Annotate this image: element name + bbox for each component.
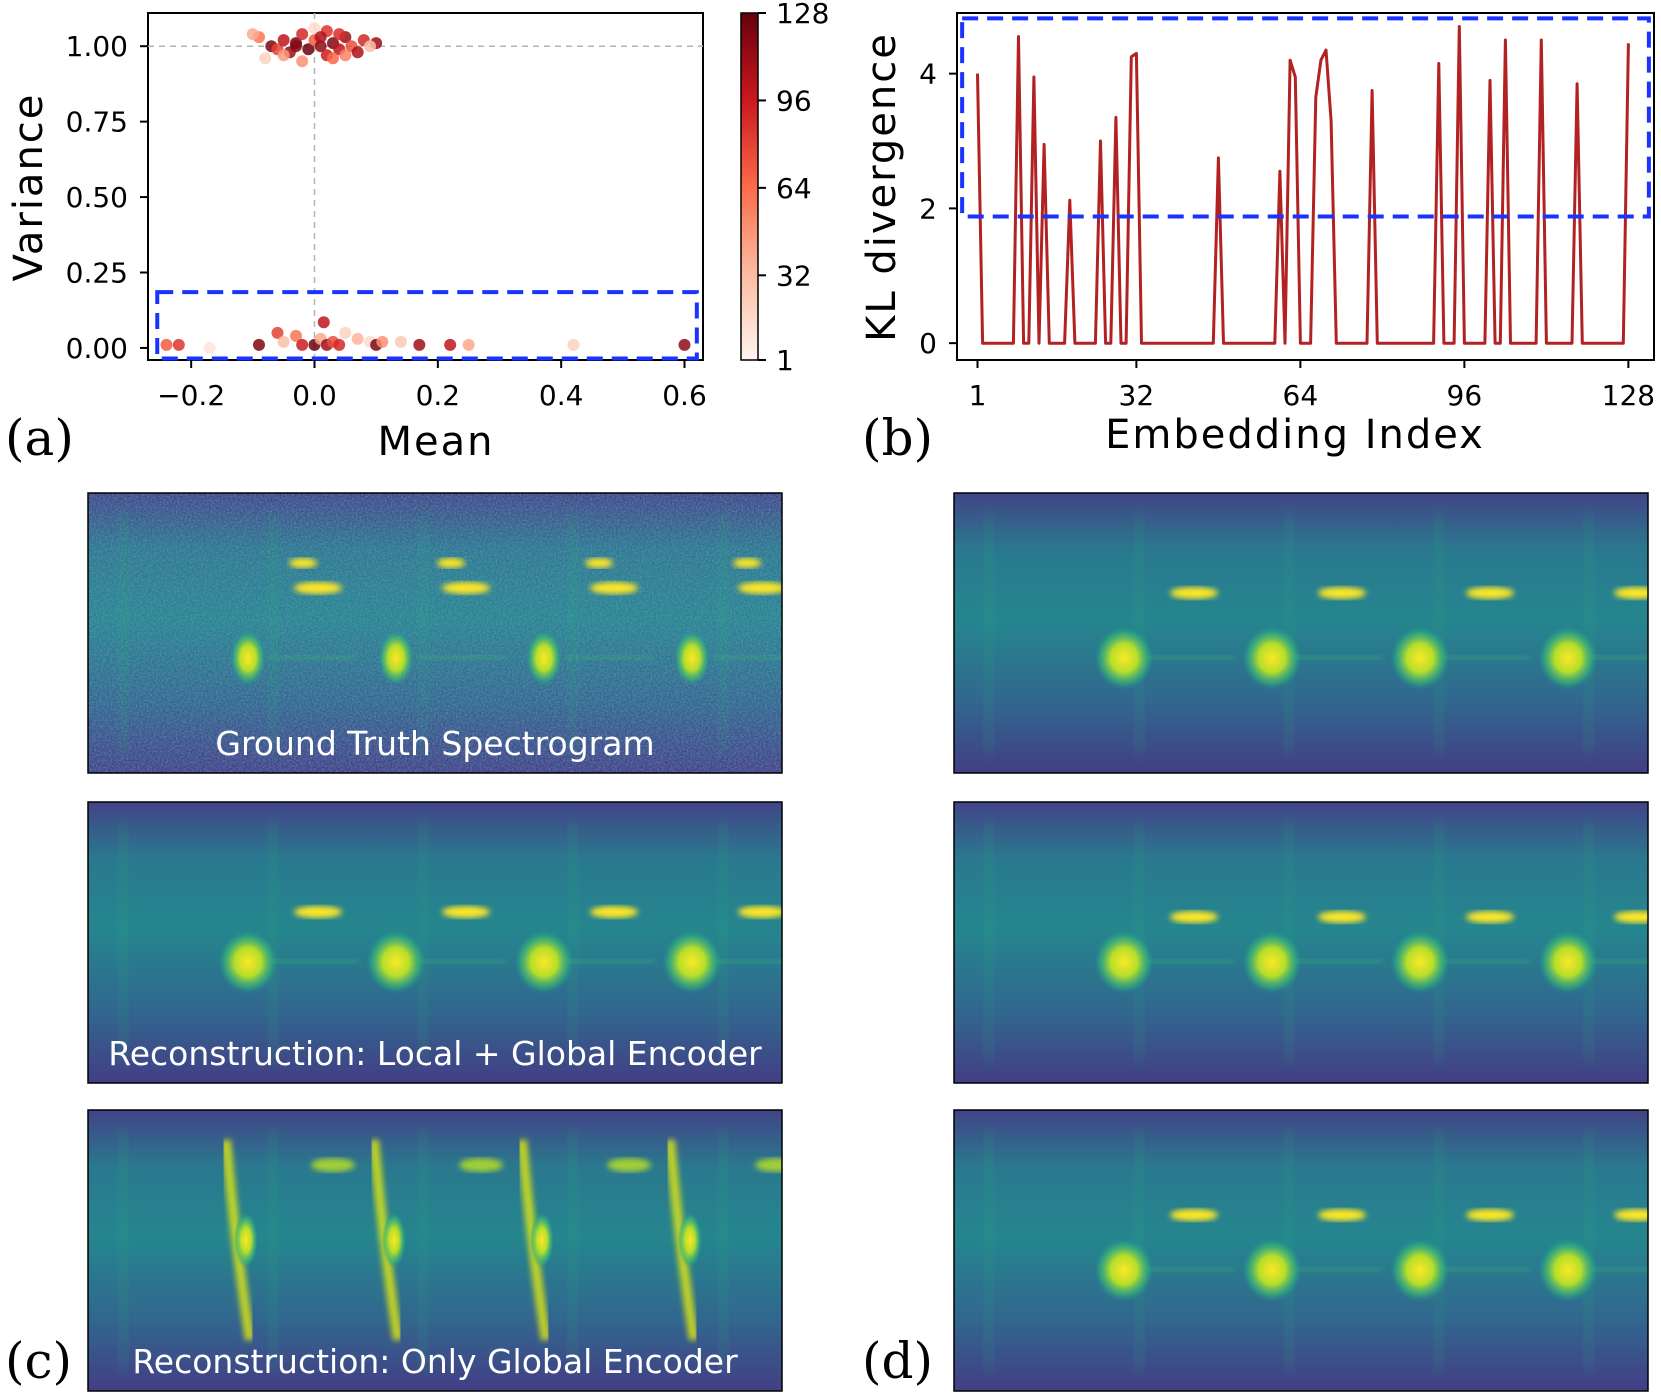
panel-b-highlight-box [960, 16, 1651, 219]
scatter-point [277, 49, 290, 62]
spectrogram-frame [953, 801, 1649, 1084]
panel-a-highlight-box [155, 290, 699, 361]
x-tick-label: 0.4 [539, 379, 584, 412]
panel-b-ylabel: KL divergence [859, 32, 905, 342]
spectrogram-caption: Reconstruction: Local + Global Encoder [108, 1034, 762, 1073]
scatter-point [394, 335, 407, 348]
panel-b-y-ticks: 0 2 4 [919, 58, 957, 360]
colorbar-ticks: 1 32 64 96 128 [758, 0, 829, 377]
scatter-point [271, 326, 284, 339]
x-tick-label: 0.0 [292, 379, 337, 412]
scatter-point [314, 31, 327, 44]
scatter-point [302, 43, 315, 56]
colorbar-tick-label: 1 [776, 344, 794, 377]
panel-a-xlabel: Mean [378, 419, 495, 465]
scatter-point [678, 338, 691, 351]
panel-b-line: 1 32 64 96 128 0 2 4 Embedding Index KL diverg… [859, 12, 1655, 467]
colorbar-tick-label: 32 [776, 259, 812, 292]
scatter-point [333, 338, 346, 351]
scatter-point [413, 338, 426, 351]
spectrogram-gt: Ground Truth Spectrogram [87, 492, 783, 774]
spectrogram-d-bottom [953, 1109, 1649, 1392]
panel-c-label: (c) [5, 1332, 72, 1390]
scatter-point [203, 341, 216, 354]
x-tick-label: 0.6 [662, 379, 707, 412]
panel-b-frame [956, 12, 1655, 361]
panel-d-label: (d) [862, 1332, 933, 1390]
x-tick-label: 128 [1602, 379, 1655, 412]
scatter-point [172, 338, 185, 351]
scatter-point [290, 329, 302, 342]
panel-b-x-ticks: 1 32 64 96 128 [969, 360, 1655, 412]
scatter-point [253, 338, 265, 351]
colorbar-tick-label: 96 [776, 84, 812, 117]
spectrogram-frame [87, 1109, 783, 1392]
scatter-point [351, 332, 364, 345]
y-tick-label: 0.00 [66, 332, 128, 365]
y-tick-label: 4 [919, 58, 937, 91]
y-tick-label: 2 [919, 192, 937, 225]
colorbar-tick-label: 128 [776, 0, 829, 30]
x-tick-label: 32 [1119, 379, 1155, 412]
scatter-point [339, 326, 352, 339]
panel-a-points [160, 22, 691, 354]
scatter-point [314, 40, 327, 53]
y-tick-label: 0 [919, 327, 937, 360]
panel-b-xlabel: Embedding Index [1105, 412, 1485, 458]
scatter-point [339, 49, 352, 62]
x-tick-label: 0.2 [416, 379, 461, 412]
kl-divergence-line [976, 25, 1630, 345]
scatter-point [376, 335, 389, 348]
spectrogram-frame [953, 492, 1649, 774]
scatter-point [277, 34, 290, 47]
y-tick-label: 1.00 [66, 30, 128, 63]
spectrogram-frame [953, 1109, 1649, 1392]
panel-a-label: (a) [5, 409, 74, 467]
x-tick-label: 1 [969, 379, 987, 412]
panel-b-label: (b) [862, 409, 933, 467]
x-tick-label: −0.2 [157, 379, 225, 412]
spectrogram-d-mid [953, 801, 1649, 1084]
scatter-point [246, 28, 259, 41]
spectrogram-frame [87, 492, 783, 774]
scatter-point [259, 52, 272, 65]
scatter-point [317, 316, 330, 329]
scatter-point [296, 55, 309, 68]
spectrogram-local-global: Reconstruction: Local + Global Encoder [87, 801, 783, 1084]
panel-a-y-ticks: 0.00 0.25 0.50 0.75 1.00 [66, 30, 148, 365]
panel-a-x-ticks: −0.2 0.0 0.2 0.4 0.6 [157, 360, 707, 412]
panel-a-ylabel: Variance [6, 93, 52, 282]
scatter-point [296, 28, 309, 41]
scatter-point [462, 338, 475, 351]
panel-a-scatter: −0.2 0.0 0.2 0.4 0.6 0.00 0.25 0.50 0.75 1.00 Me… [5, 12, 707, 467]
panel-a-reference-lines [148, 13, 703, 360]
panel-a-frame [147, 12, 704, 361]
scatter-point [444, 338, 457, 351]
colorbar: 1 32 64 96 128 [740, 0, 829, 377]
spectrogram-caption: Reconstruction: Only Global Encoder [132, 1342, 738, 1381]
x-tick-label: 64 [1283, 379, 1319, 412]
scatter-point [308, 22, 321, 35]
scatter-point [333, 28, 346, 41]
spectrogram-d-top [953, 492, 1649, 774]
spectrogram-panels: Ground Truth Spectrogram Reconstruction: … [87, 492, 1649, 1392]
colorbar-tick-label: 64 [776, 172, 812, 205]
scatter-point [277, 335, 290, 348]
scatter-point [160, 338, 173, 351]
scatter-point [567, 338, 580, 351]
spectrogram-caption: Ground Truth Spectrogram [215, 724, 654, 763]
scatter-point [290, 40, 302, 53]
scatter-point [327, 52, 339, 65]
colorbar-bar [740, 12, 759, 361]
scatter-point [364, 40, 376, 53]
scatter-point [296, 338, 309, 351]
y-tick-label: 0.25 [66, 256, 128, 289]
spectrogram-global-only: Reconstruction: Only Global Encoder [87, 1109, 783, 1392]
y-tick-label: 0.50 [66, 181, 128, 214]
y-tick-label: 0.75 [66, 106, 128, 139]
spectrogram-frame [87, 801, 783, 1084]
x-tick-label: 96 [1447, 379, 1483, 412]
scatter-point [351, 46, 364, 59]
